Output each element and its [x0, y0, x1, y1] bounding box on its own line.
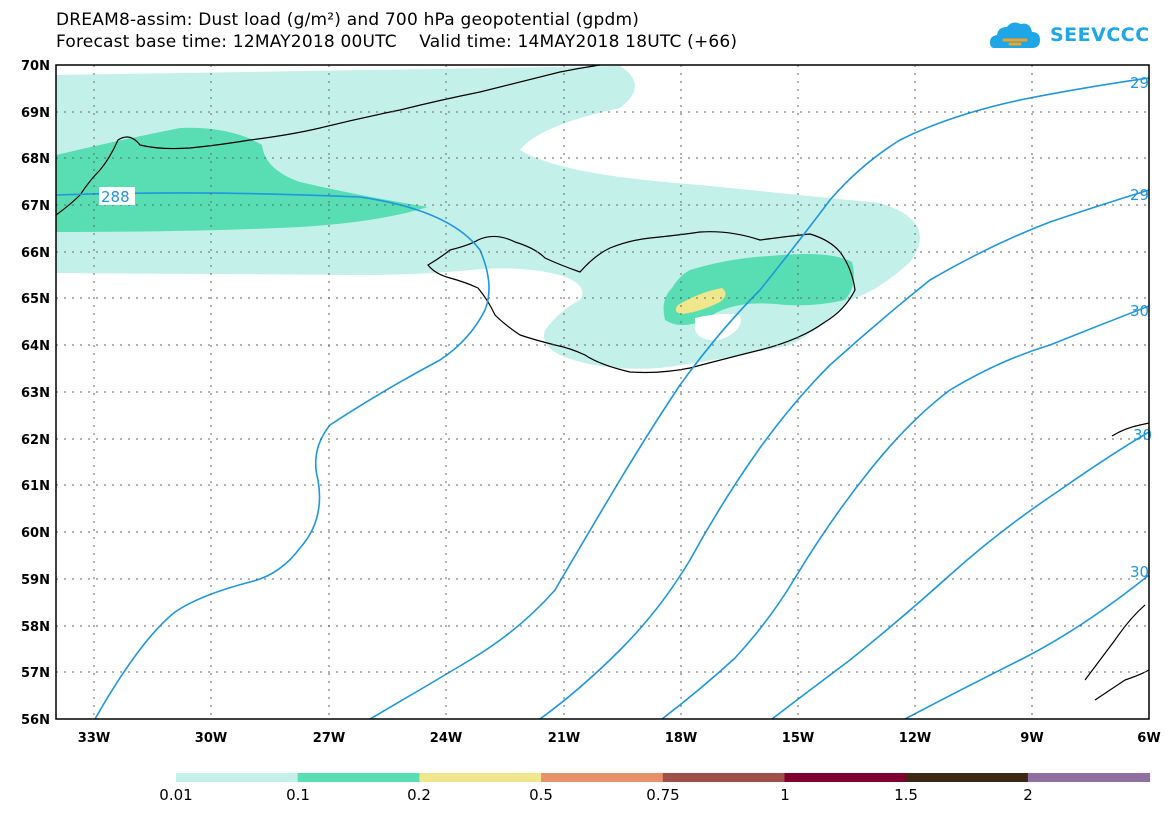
lon-label: 30W	[195, 731, 227, 746]
cloud-logo-icon	[990, 22, 1040, 48]
contour-30b	[771, 431, 1149, 719]
lat-label: 57N	[21, 666, 50, 681]
lat-label: 64N	[21, 339, 50, 354]
contour-29a	[369, 77, 1149, 719]
lon-label: 27W	[313, 731, 345, 746]
colorbar-label: 0.2	[407, 786, 431, 804]
contour-label-30b: 30	[1133, 426, 1152, 444]
norway-coast-upper	[1111, 422, 1149, 437]
lat-label: 65N	[21, 292, 50, 307]
colorbar-label: 0.1	[286, 786, 310, 804]
contour-288	[56, 192, 490, 719]
contour-label-29a: 29	[1130, 74, 1149, 92]
contour-29b	[539, 189, 1149, 719]
dust-area-high	[675, 288, 726, 314]
colorbar-swatch	[1027, 773, 1151, 782]
dust-area-mid-west	[56, 127, 428, 232]
contour-30a	[661, 305, 1149, 719]
lon-label: 33W	[78, 731, 110, 746]
lat-label: 67N	[21, 199, 50, 214]
lat-label: 66N	[21, 246, 50, 261]
lon-label: 18W	[665, 731, 697, 746]
colorbar-swatch	[419, 773, 542, 782]
lon-label: 12W	[899, 731, 931, 746]
iceland-coast	[427, 231, 856, 374]
lat-label: 62N	[21, 433, 50, 448]
graticule	[56, 65, 1149, 719]
contour-label-30a: 30	[1130, 302, 1149, 320]
colorbar-swatch	[784, 773, 907, 782]
lon-label: 21W	[548, 731, 580, 746]
colorbar-label: 1.5	[894, 786, 918, 804]
lat-label: 60N	[21, 526, 50, 541]
lat-label: 58N	[21, 620, 50, 635]
colorbar-swatch	[541, 773, 664, 782]
lat-label: 56N	[21, 713, 50, 728]
contour-label-288: 288	[101, 188, 130, 206]
dust-gap-inland	[695, 314, 741, 341]
lon-label: 6W	[1137, 731, 1160, 746]
colorbar-swatch	[662, 773, 785, 782]
colorbar-label: 2	[1023, 786, 1033, 804]
contour-label-30c: 30	[1130, 563, 1149, 581]
colorbar-label: 0.01	[159, 786, 193, 804]
colorbar-swatch	[906, 773, 1029, 782]
chart-title-line1: DREAM8-assim: Dust load (g/m²) and 700 h…	[56, 10, 640, 30]
colorbar-swatch	[176, 773, 299, 782]
lat-label: 61N	[21, 479, 50, 494]
colorbar-swatch	[297, 773, 420, 782]
contour-30c	[904, 574, 1149, 719]
lat-label: 59N	[21, 573, 50, 588]
lat-label: 63N	[21, 386, 50, 401]
greenland-coast	[56, 65, 601, 216]
colorbar-label: 1	[780, 786, 790, 804]
lon-label: 24W	[430, 731, 462, 746]
geopotential-contours	[56, 77, 1149, 719]
colorbar-label: 0.75	[646, 786, 680, 804]
colorbar	[176, 773, 1151, 782]
colorbar-label: 0.5	[529, 786, 553, 804]
chart-title-line2: Forecast base time: 12MAY2018 00UTC Vali…	[56, 32, 738, 52]
lon-label: 15W	[782, 731, 814, 746]
dust-area-mid-east	[663, 254, 854, 325]
lat-label: 68N	[21, 152, 50, 167]
logo-text: SEEVCCC	[1050, 24, 1150, 46]
lon-label: 9W	[1020, 731, 1043, 746]
lat-label: 70N	[21, 59, 50, 74]
scotland-coast	[1084, 604, 1149, 701]
lat-label: 69N	[21, 106, 50, 121]
map-frame	[55, 64, 1150, 720]
contour-label-29b: 29	[1130, 186, 1149, 204]
